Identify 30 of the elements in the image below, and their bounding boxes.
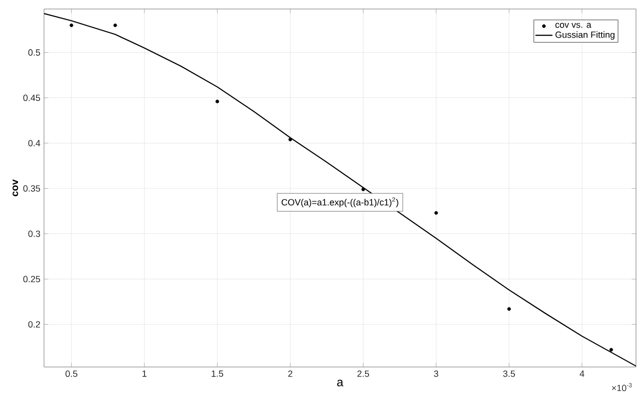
y-tick-label: 0.2 xyxy=(28,321,40,328)
y-tick-label: 0.3 xyxy=(28,230,40,237)
legend-label: cov vs. a xyxy=(555,22,592,28)
point xyxy=(609,348,613,352)
point xyxy=(361,188,365,192)
y-tick-label: 0.35 xyxy=(23,185,40,192)
x-tick-label: 3.5 xyxy=(503,370,515,377)
y-tick-label: 0.5 xyxy=(28,49,40,56)
x-tick-label: 3 xyxy=(434,370,438,377)
point xyxy=(434,211,438,215)
y-tick-label: 0.45 xyxy=(23,94,40,102)
legend-label: Gussian Fitting xyxy=(555,31,614,40)
y-tick-label: 0.25 xyxy=(23,276,40,282)
point xyxy=(216,100,220,104)
x-tick-label: 1.5 xyxy=(212,370,224,377)
x-tick-label: 4 xyxy=(580,370,584,377)
point xyxy=(288,138,292,142)
x-tick-label: 2 xyxy=(288,370,292,377)
x-axis-title: a xyxy=(337,380,344,386)
text: ×10$^{-3}$ xyxy=(612,383,632,392)
point xyxy=(70,24,74,28)
point xyxy=(507,307,511,311)
x-tick-label: 1 xyxy=(142,370,146,377)
point xyxy=(113,24,117,28)
annotation: COV(a)=a1.exp(-((a-b1)/c1)$^{2}$) xyxy=(282,197,398,208)
line-series xyxy=(44,12,636,367)
x-tick-label: 2.5 xyxy=(357,370,370,377)
y-axis-title: cov xyxy=(12,179,18,196)
x-tick-label: 0.5 xyxy=(66,370,78,377)
y-tick-label: 0.4 xyxy=(28,140,40,146)
